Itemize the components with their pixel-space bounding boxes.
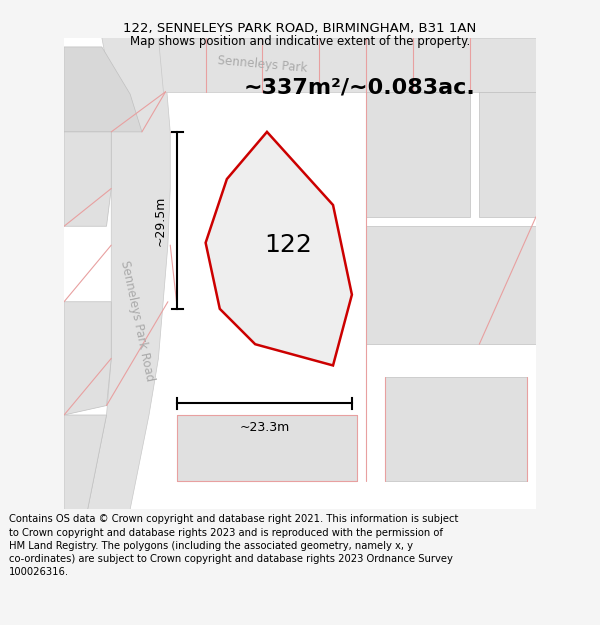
Bar [385,378,527,481]
Polygon shape [64,38,170,509]
Text: ~337m²/~0.083ac.: ~337m²/~0.083ac. [244,77,475,97]
Text: 122, SENNELEYS PARK ROAD, BIRMINGHAM, B31 1AN: 122, SENNELEYS PARK ROAD, BIRMINGHAM, B3… [124,22,476,35]
Text: Senneleys Park Road: Senneleys Park Road [118,259,157,382]
Polygon shape [64,415,107,509]
Polygon shape [64,132,111,226]
Bar [366,92,470,217]
Polygon shape [64,302,111,415]
Text: 122: 122 [264,233,312,257]
Bar [178,415,356,481]
Bar [366,226,536,344]
Polygon shape [206,132,352,366]
Text: Contains OS data © Crown copyright and database right 2021. This information is : Contains OS data © Crown copyright and d… [9,514,458,577]
Text: ~29.5m: ~29.5m [154,195,167,246]
Polygon shape [158,38,536,92]
Text: ~23.3m: ~23.3m [239,421,290,434]
Text: Map shows position and indicative extent of the property.: Map shows position and indicative extent… [130,35,470,48]
Polygon shape [64,47,142,132]
Bar [479,92,536,217]
Text: Senneleys Park: Senneleys Park [217,54,308,75]
